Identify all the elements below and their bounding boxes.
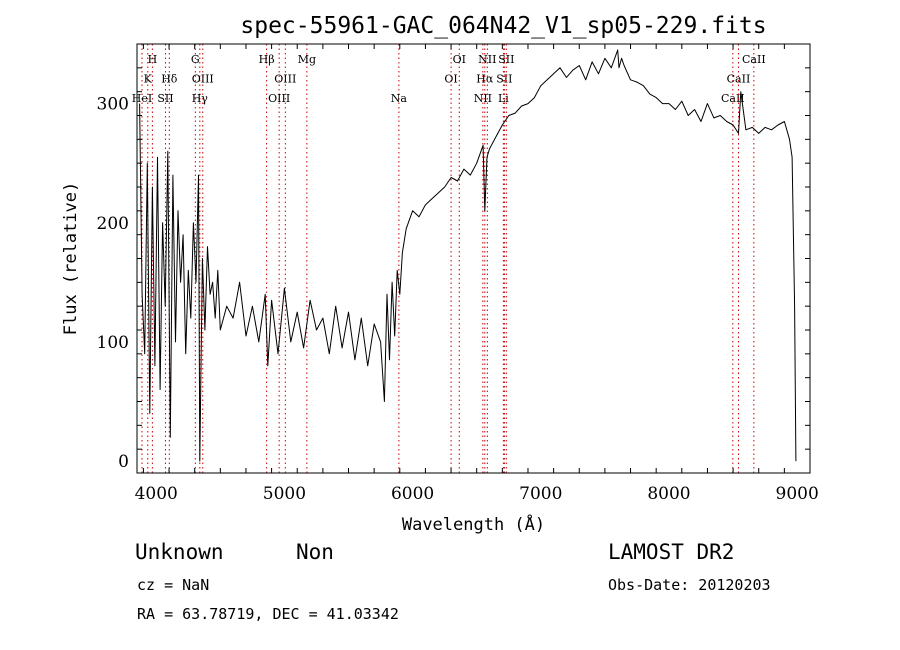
line-marker-label-17: NII (478, 53, 496, 66)
line-marker-label-3: SII (157, 92, 173, 105)
chart-title: spec-55961-GAC_064N42_V1_sp05-229.fits (240, 13, 766, 39)
line-marker-label-9: OIII (268, 92, 290, 105)
object-subclass: Non (296, 540, 334, 564)
line-marker-label-18: Li (498, 92, 509, 105)
x-tick-label-2: 6000 (391, 484, 434, 504)
y-tick-label-2: 200 (97, 214, 129, 234)
y-tick-label-1: 100 (97, 333, 129, 353)
y-tick-label-3: 300 (97, 95, 129, 115)
line-marker-label-15: NII (474, 92, 492, 105)
line-marker-label-8: Hβ (259, 53, 275, 66)
survey-name: LAMOST DR2 (608, 540, 735, 564)
coordinates: RA = 63.78719, DEC = 41.03342 (137, 605, 399, 623)
line-marker-label-20: SII (498, 53, 514, 66)
line-marker-label-0: HeI (132, 92, 152, 105)
x-tick-label-4: 8000 (647, 484, 690, 504)
y-axis-label: Flux (relative) (61, 182, 81, 336)
y-tick-label-0: 0 (118, 452, 129, 472)
line-marker-label-11: Mg (298, 53, 316, 66)
line-marker-label-10: OIII (274, 73, 296, 86)
x-tick-label-5: 9000 (776, 484, 819, 504)
line-marker-label-16: Hα (476, 73, 494, 86)
line-marker-label-5: G (191, 53, 200, 66)
line-marker-label-7: OIII (192, 73, 214, 86)
line-marker-label-1: K (144, 73, 153, 86)
observation-date: Obs-Date: 20120203 (608, 576, 771, 594)
line-marker-label-13: OI (444, 73, 457, 86)
x-tick-label-3: 7000 (519, 484, 562, 504)
line-marker-label-19: SII (496, 73, 512, 86)
spectrum-line (139, 49, 797, 462)
line-marker-label-14: OI (453, 53, 466, 66)
x-tick-label-1: 5000 (263, 484, 306, 504)
line-marker-label-2: H (148, 53, 158, 66)
line-marker-label-4: Hδ (161, 73, 178, 86)
x-axis-label: Wavelength (Å) (402, 513, 545, 535)
line-marker-label-21: CaII (721, 92, 745, 105)
x-tick-label-0: 4000 (135, 484, 178, 504)
redshift-cz: cz = NaN (137, 576, 210, 594)
object-class: Unknown (135, 540, 224, 564)
line-marker-label-6: Hγ (192, 92, 209, 105)
line-marker-label-12: Na (391, 92, 408, 105)
line-marker-label-23: CaII (742, 53, 766, 66)
line-marker-label-22: CaII (727, 73, 751, 86)
